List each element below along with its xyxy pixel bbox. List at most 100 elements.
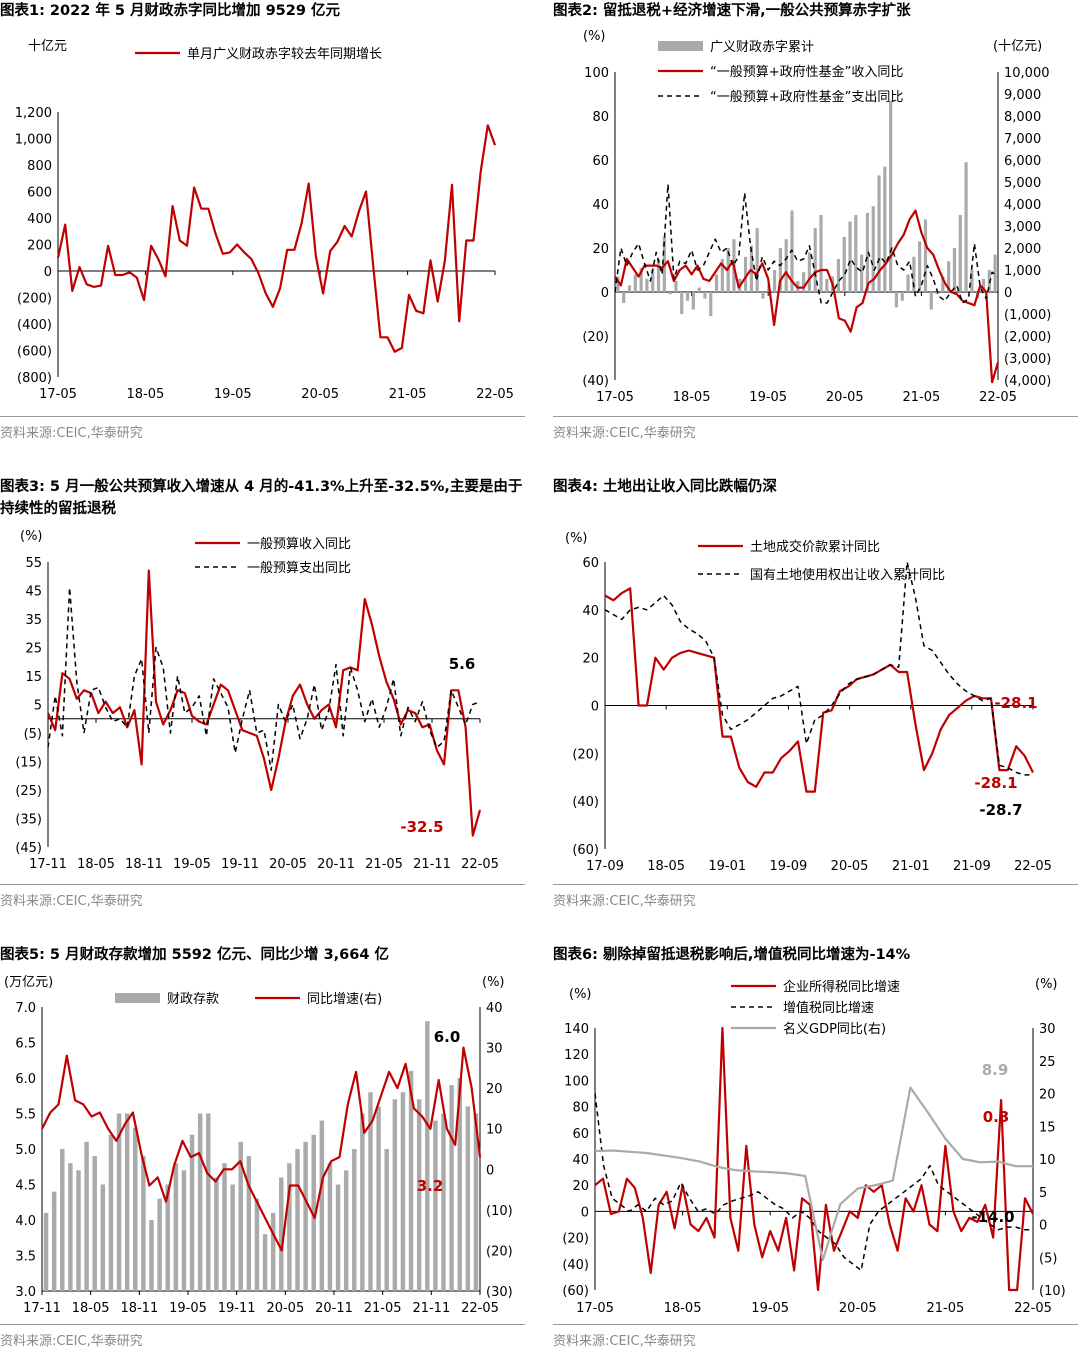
bar [749,245,753,292]
x-tick-label: 20-05 [826,390,864,405]
x-tick-label: 17-11 [29,857,67,872]
y-tick-label-right: 10,000 [1004,66,1050,81]
x-tick-label: 21-05 [927,1301,965,1316]
data-annotation: 6.0 [434,1028,461,1046]
chart-title-5: 图表5: 5 月财政存款增加 5592 亿元、同比少增 3,664 亿 [0,947,389,963]
bar [981,278,986,292]
bar [912,256,916,292]
bar [84,1141,89,1291]
x-tick-label: 22-05 [476,387,514,402]
chart-4-plot: 60 40 20 0 (20) (40) (60) (%) 17-09 18-05 19-01 19-… [565,531,1052,874]
bar [449,1085,454,1291]
chart-title-4: 图表4: 土地出让收入同比跌幅仍深 [553,479,777,495]
x-tick-label: 19-01 [708,859,746,874]
y-tick-label: 7.0 [15,1001,36,1016]
legend-label: 企业所得税同比增速 [783,979,900,995]
y-tick-label-right: 4,000 [1004,198,1041,213]
y-tick-label: (400) [17,318,52,333]
bar [639,267,643,292]
chart-2-plot: 100 80 60 40 20 0 (20) (40) 10,000 9,000 8,000 7,00… [582,29,1051,405]
x-tick-label: 18-11 [120,1301,158,1316]
y-tick-label: 6.5 [15,1037,36,1052]
data-annotation: -14.0 [971,1208,1014,1226]
y-tick-label-right: (30) [486,1285,513,1300]
bar [871,206,875,292]
series-line [46,569,482,837]
bar [368,1092,373,1291]
y-tick-label-right: 10 [486,1123,503,1138]
y-tick-label: 5 [34,699,42,714]
bar [206,1113,211,1291]
y-tick-label-right: 9,000 [1004,88,1041,103]
bar [60,1149,65,1291]
bar [651,270,655,292]
bar [761,292,765,299]
x-tick-label: 22-05 [461,1301,499,1316]
data-annotation: -28.1 [994,694,1037,712]
legend-label: 单月广义财政赤字较去年同期增长 [187,47,382,62]
bar [697,287,701,292]
y-tick-label: 40 [592,198,609,213]
x-tick-label: 18-05 [647,859,685,874]
y-tick-label-right: 0 [486,1163,494,1178]
chart-5-plot: 7.0 6.5 6.0 5.5 5.0 4.5 4.0 3.5 3.0 40 30 20 10 0 (10)… [4,975,513,1316]
chart-source-2: 资料来源:CEIC,华泰研究 [553,426,696,441]
x-tick-label: 19-05 [749,390,787,405]
y-tick-label-right: (4,000) [1004,374,1051,389]
legend-label: 广义财政赤字累计 [710,40,814,55]
bar [214,1177,219,1291]
y-unit-label: 十亿元 [28,39,67,54]
y-tick-label: (45) [15,841,42,856]
y-tick-label: 1,200 [15,106,52,121]
x-tick-label: 20-05 [301,387,339,402]
y-tick-label: (40) [582,374,609,389]
y-tick-label: (35) [15,813,42,828]
bar [311,1134,316,1291]
x-tick-label: 19-11 [221,857,259,872]
y-tick-label: 15 [25,670,42,685]
bar [408,1070,414,1291]
x-tick-label: 21-05 [389,387,427,402]
y-tick-label-right: 5 [1039,1186,1047,1201]
bar [327,1163,333,1291]
bar [865,212,870,292]
chart-1-plot: 1,200 1,000 800 600 400 200 0 (200) (400) (600) (8… [15,39,514,402]
bar [703,292,707,299]
bar [335,1184,341,1291]
x-tick-label: 17-05 [576,1301,614,1316]
chart-panel-3: 图表3: 5 月一般公共预算收入增速从 4 月的-41.3%上升至-32.5%,… [0,476,525,916]
y-tick-label: (20) [562,1232,589,1247]
bar [197,1113,203,1291]
y-tick-label: 0 [591,700,599,715]
y-tick-label: 0 [44,265,52,280]
y-tick-label: (20) [582,330,609,345]
bar [807,252,811,292]
y-unit-label: (%) [565,531,588,546]
y-tick-label-right: (2,000) [1004,330,1051,345]
chart-title-3: 图表3: 5 月一般公共预算收入增速从 4 月的-41.3%上升至-32.5%,… [0,479,523,517]
x-tick-label: 17-11 [23,1301,61,1316]
x-tick-label: 18-05 [673,390,711,405]
x-tick-label: 22-05 [1014,859,1052,874]
x-tick-label: 20-05 [831,859,869,874]
y-tick-label-right: 30 [486,1042,503,1057]
chart-panel-6: 图表6: 剔除掉留抵退税影响后,增值税同比增速为-14% 140 120 100 80… [553,944,1078,1354]
data-annotation: 8.9 [982,1061,1009,1079]
chart-title-1: 图表1: 2022 年 5 月财政赤字同比增加 9529 亿元 [0,3,340,19]
bar [254,1198,260,1291]
y-tick-label: 800 [27,159,52,174]
y-tick-label: 140 [564,1022,589,1037]
y-tick-label-right: (5) [1039,1251,1057,1266]
series-line [41,1046,482,1252]
chart-3-plot: 55 45 35 25 15 5 (5) (15) (25) (35) (45) (%) 17-11 18… [15,529,499,872]
x-tick-label: 19-09 [770,859,808,874]
bar [836,259,841,292]
bar [743,256,748,292]
bar [181,1170,187,1291]
bar [923,219,928,292]
bar [616,276,620,292]
bar [400,1092,406,1291]
y-tick-label: 4.0 [15,1214,36,1229]
bar [906,274,910,292]
bar [457,1078,462,1291]
